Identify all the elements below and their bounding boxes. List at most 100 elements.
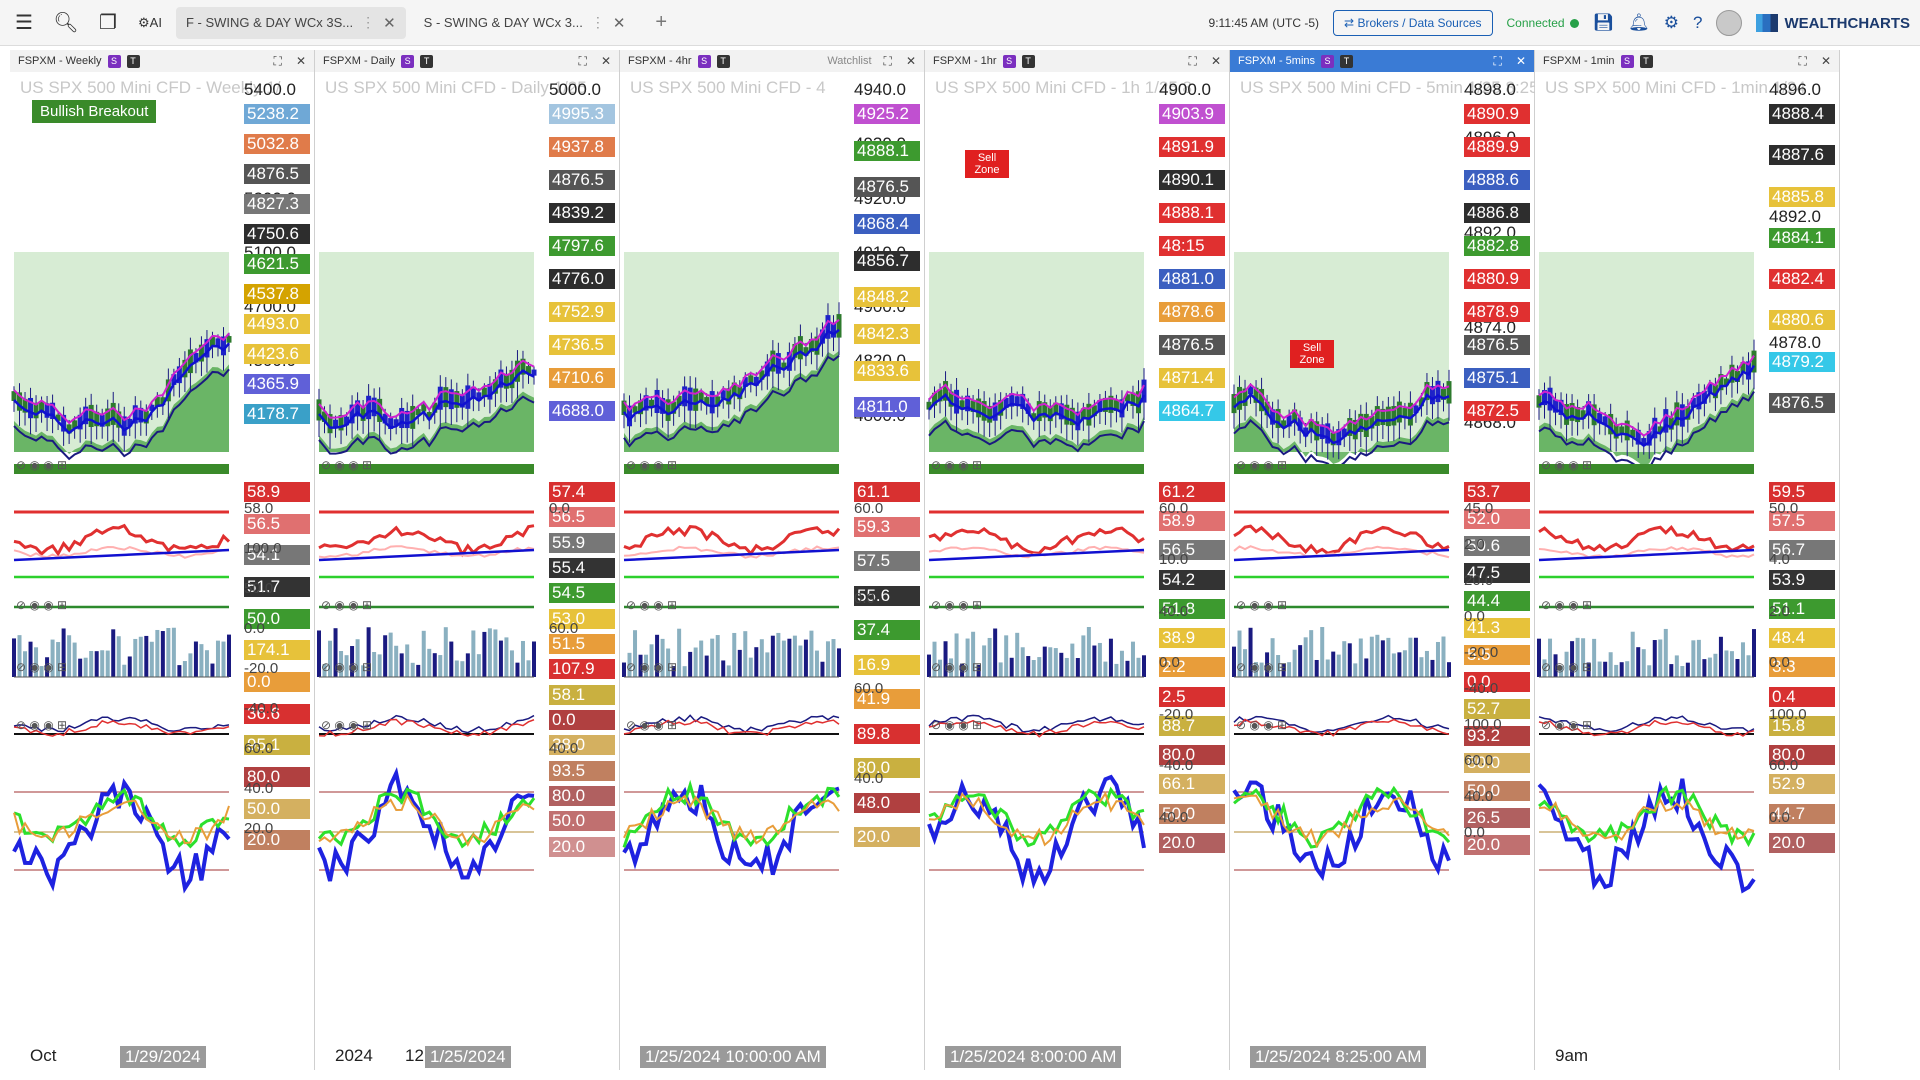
indicator-controls[interactable]: ⊘ ◉ ◉ ⊞ — [16, 660, 68, 674]
add-tab-icon[interactable]: + — [655, 11, 668, 33]
histogram-bar — [666, 648, 671, 677]
strategy-badge-icon[interactable]: S — [401, 54, 415, 68]
pane-symbol[interactable]: FSPXM - 5mins — [1238, 55, 1316, 67]
histogram-bar — [89, 650, 94, 677]
indicator-controls[interactable]: ⊘ ◉ ◉ ⊞ — [1236, 660, 1288, 674]
tab-menu-icon[interactable]: ⋮ — [361, 14, 376, 30]
chart-pane[interactable]: FSPXM - 5mins S T ⛶ ✕ US SPX 500 Mini CFD - 5… — [1230, 50, 1554, 1070]
indicator-controls[interactable]: ⊘ ◉ ◉ ⊞ — [626, 458, 678, 472]
strategy-badge-icon[interactable]: S — [1620, 54, 1634, 68]
indicator-controls[interactable]: ⊘ ◉ ◉ ⊞ — [1236, 458, 1288, 472]
tab-menu-icon[interactable]: ⋮ — [590, 14, 605, 30]
indicator-controls[interactable]: ⊘ ◉ ◉ ⊞ — [1541, 598, 1593, 612]
price-chart[interactable] — [620, 72, 925, 1062]
indicator-controls[interactable]: ⊘ ◉ ◉ ⊞ — [321, 718, 373, 732]
pane-symbol[interactable]: FSPXM - 1min — [1543, 55, 1615, 67]
histogram-bar — [405, 644, 410, 677]
close-icon[interactable]: ✕ — [905, 54, 916, 68]
maximize-icon[interactable]: ⛶ — [1798, 53, 1807, 68]
indicator-controls[interactable]: ⊘ ◉ ◉ ⊞ — [321, 660, 373, 674]
avatar[interactable] — [1716, 10, 1743, 36]
chart-pane[interactable]: FSPXM - 1min S T ⛶ ✕ US SPX 500 Mini CFD - 1m… — [1535, 50, 1840, 1070]
histogram-bar — [960, 663, 965, 677]
price-chart[interactable] — [1230, 72, 1535, 1062]
indicator-controls[interactable]: ⊘ ◉ ◉ ⊞ — [931, 458, 983, 472]
maximize-icon[interactable]: ⛶ — [883, 53, 892, 68]
close-icon[interactable]: ✕ — [612, 14, 626, 32]
pane-symbol[interactable]: FSPXM - 4hr — [628, 55, 692, 67]
chart-pane[interactable]: FSPXM - 4hr S T Watchlist ⛶ ✕ US SPX 500 Mini … — [620, 50, 925, 1070]
candle-body — [753, 376, 759, 386]
indicator-controls[interactable]: ⊘ ◉ ◉ ⊞ — [16, 598, 68, 612]
indicator-controls[interactable]: ⊘ ◉ ◉ ⊞ — [16, 718, 68, 732]
candle-body — [160, 397, 166, 406]
tab-swing-day-s[interactable]: S - SWING & DAY WCx 3... ⋮ ✕ — [414, 7, 636, 39]
chart-pane[interactable]: FSPXM - Daily S T ⛶ ✕ US SPX 500 Mini CFD - D… — [315, 50, 620, 1070]
indicator-controls[interactable]: ⊘ ◉ ◉ ⊞ — [321, 458, 373, 472]
trade-badge-icon[interactable]: T — [126, 54, 140, 68]
maximize-icon[interactable]: ⛶ — [578, 53, 587, 68]
strategy-badge-icon[interactable]: S — [1321, 54, 1335, 68]
chart-pane[interactable]: FSPXM - 1hr S T ⛶ ✕ US SPX 500 Mini CFD - 1h … — [925, 50, 1230, 1070]
close-icon[interactable]: ✕ — [1515, 54, 1526, 68]
price-chart[interactable] — [10, 72, 315, 1062]
trade-badge-icon[interactable]: T — [1340, 54, 1354, 68]
pane-symbol[interactable]: FSPXM - Weekly — [18, 55, 102, 67]
strategy-badge-icon[interactable]: S — [1002, 54, 1016, 68]
close-icon[interactable]: ✕ — [1820, 54, 1831, 68]
price-chart[interactable] — [925, 72, 1230, 1062]
candle-body — [638, 400, 644, 415]
indicator-controls[interactable]: ⊘ ◉ ◉ ⊞ — [16, 458, 68, 472]
maximize-icon[interactable]: ⛶ — [1188, 53, 1197, 68]
indicator-controls[interactable]: ⊘ ◉ ◉ ⊞ — [626, 718, 678, 732]
indicator-controls[interactable]: ⊘ ◉ ◉ ⊞ — [1236, 718, 1288, 732]
pane-symbol[interactable]: FSPXM - 1hr — [933, 55, 997, 67]
trade-badge-icon[interactable]: T — [1021, 54, 1035, 68]
strategy-badge-icon[interactable]: S — [107, 54, 121, 68]
indicator-controls[interactable]: ⊘ ◉ ◉ ⊞ — [1541, 660, 1593, 674]
indicator-controls[interactable]: ⊘ ◉ ◉ ⊞ — [931, 660, 983, 674]
trade-badge-icon[interactable]: T — [420, 54, 434, 68]
close-icon[interactable]: ✕ — [383, 14, 396, 32]
close-icon[interactable]: ✕ — [295, 54, 306, 68]
tab-swing-day-f[interactable]: F - SWING & DAY WCx 3S... ⋮ ✕ — [176, 6, 406, 39]
indicator-controls[interactable]: ⊘ ◉ ◉ ⊞ — [626, 660, 678, 674]
indicator-value-tag: 0.0 — [549, 710, 615, 730]
close-icon[interactable]: ✕ — [600, 54, 611, 68]
help-icon[interactable]: ? — [1692, 13, 1703, 32]
indicator-controls[interactable]: ⊘ ◉ ◉ ⊞ — [1541, 718, 1593, 732]
indicator-controls[interactable]: ⊘ ◉ ◉ ⊞ — [931, 718, 983, 732]
indicator-controls[interactable]: ⊘ ◉ ◉ ⊞ — [626, 598, 678, 612]
watchlist-label[interactable]: Watchlist — [827, 55, 872, 67]
ai-tools-icon[interactable]: ⚙ AI — [138, 14, 162, 31]
price-tag: 4710.6 — [549, 368, 615, 388]
bell-icon[interactable]: 🔔︎ — [1628, 13, 1650, 32]
price-chart[interactable] — [315, 72, 620, 1062]
indicator-controls[interactable]: ⊘ ◉ ◉ ⊞ — [931, 598, 983, 612]
indicator-controls[interactable]: ⊘ ◉ ◉ ⊞ — [1541, 458, 1593, 472]
pane-symbol[interactable]: FSPXM - Daily — [323, 55, 396, 67]
price-chart[interactable] — [1535, 72, 1840, 1062]
close-icon[interactable]: ✕ — [1210, 54, 1221, 68]
candle-body — [1707, 384, 1713, 393]
indicator-controls[interactable]: ⊘ ◉ ◉ ⊞ — [321, 598, 373, 612]
layouts-icon[interactable]: ❐ — [99, 12, 117, 34]
gear-icon[interactable]: ⚙ — [1663, 13, 1679, 32]
histogram-bar — [465, 653, 470, 677]
chart-pane[interactable]: FSPXM - Weekly S T ⛶ ✕ US SPX 500 Mini CFD - … — [10, 50, 315, 1070]
indicator-axis-label: -40.0 — [1159, 757, 1194, 775]
trade-badge-icon[interactable]: T — [716, 54, 730, 68]
candle-body — [1635, 429, 1641, 445]
hamburger-menu-icon[interactable]: ☰ — [15, 12, 33, 34]
maximize-icon[interactable]: ⛶ — [1493, 53, 1502, 68]
indicator-controls[interactable]: ⊘ ◉ ◉ ⊞ — [1236, 598, 1288, 612]
histogram-bar — [809, 630, 814, 677]
strategy-badge-icon[interactable]: S — [697, 54, 711, 68]
save-icon[interactable]: 💾︎ — [1592, 13, 1615, 32]
search-icon[interactable]: 🔍︎ — [53, 12, 79, 34]
brokers-button[interactable]: ⇄ Brokers / Data Sources — [1333, 10, 1493, 36]
indicator-value-tag: 51.8 — [1159, 598, 1225, 619]
trade-badge-icon[interactable]: T — [1639, 54, 1653, 68]
maximize-icon[interactable]: ⛶ — [273, 53, 282, 68]
histogram-bar — [1336, 654, 1341, 677]
